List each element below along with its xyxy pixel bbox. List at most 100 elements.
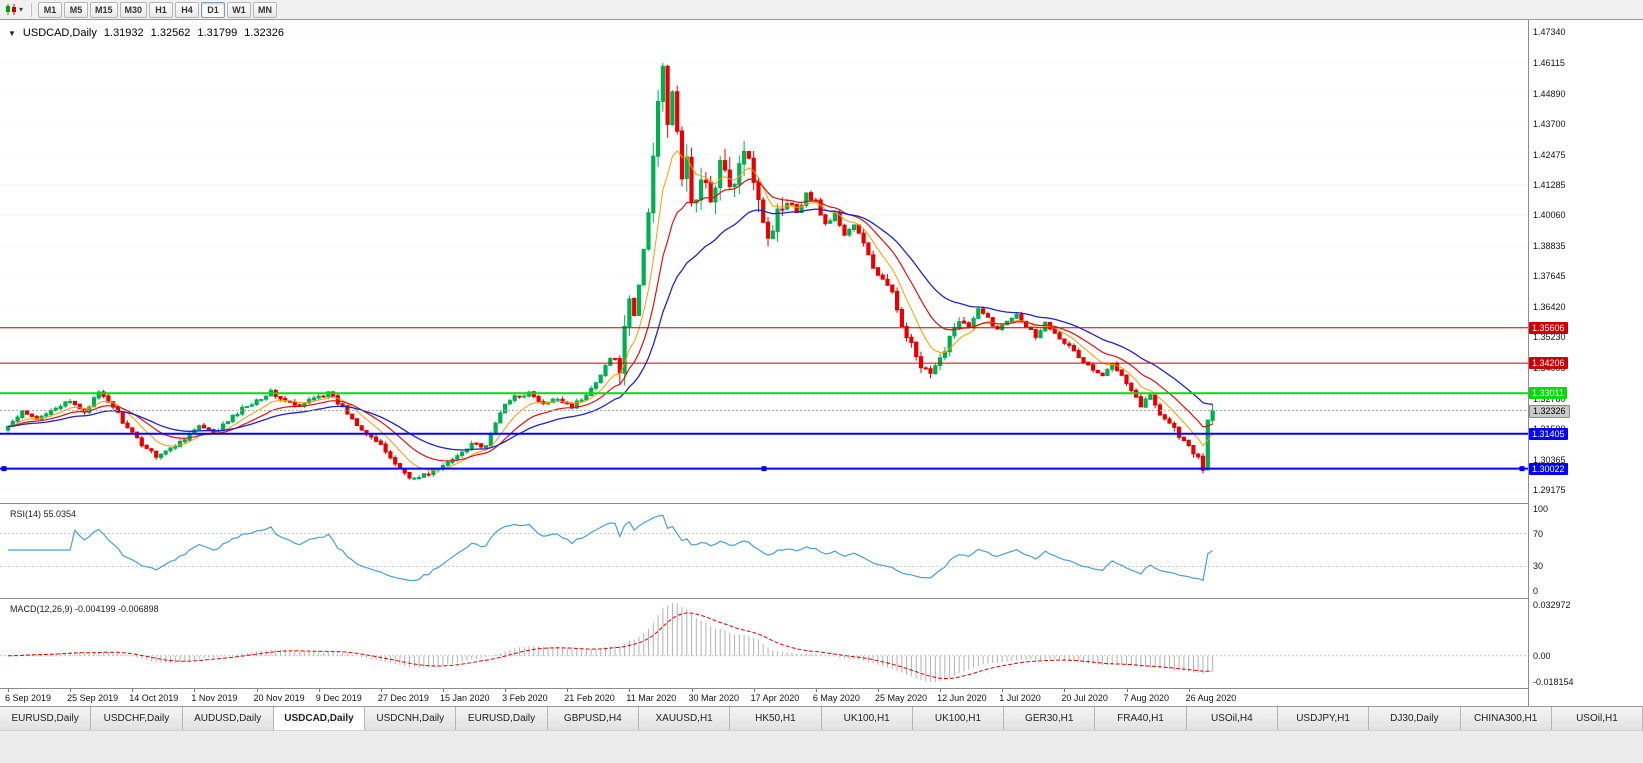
date-axis-label: 17 Apr 2020 (750, 693, 800, 703)
chart-tab-dj30-daily-15[interactable]: DJ30,Daily (1369, 707, 1461, 730)
macd-indicator-canvas[interactable] (0, 599, 1528, 688)
date-tick (1126, 689, 1128, 692)
price-chart-canvas[interactable] (0, 20, 1528, 503)
rsi-indicator-canvas[interactable] (0, 504, 1528, 598)
macd-scale-label: -0.018154 (1533, 677, 1574, 687)
timeframe-button-d1[interactable]: D1 (201, 1, 226, 18)
date-axis-label: 20 Nov 2019 (253, 693, 305, 703)
price-scale-label: 1.30365 (1533, 455, 1566, 465)
price-scale-label: 1.46115 (1533, 57, 1565, 68)
moving-average-line-16 (7, 178, 1213, 462)
chart-tab-usdcad-daily-3[interactable]: USDCAD,Daily (273, 707, 366, 730)
hline-price-badge: 1.35606 (1529, 321, 1568, 334)
chart-header: ▼ USDCAD,Daily 1.31932 1.32562 1.31799 1… (8, 27, 284, 39)
chart-tab-uk100-h1-9[interactable]: UK100,H1 (821, 707, 913, 730)
chart-tab-usoil-h1-17[interactable]: USOil,H1 (1551, 707, 1643, 730)
hline-price-badge: 1.30022 (1529, 462, 1568, 475)
chart-tab-china300-h1-16[interactable]: CHINA300,H1 (1460, 707, 1552, 730)
date-tick (132, 689, 134, 692)
hline-price-badge: 1.31405 (1529, 427, 1568, 440)
price-scale-label: 1.40060 (1533, 210, 1566, 221)
date-tick (194, 689, 196, 692)
chart-tab-usdjpy-h1-14[interactable]: USDJPY,H1 (1277, 707, 1370, 730)
chart-tab-gbpusd-h4-6[interactable]: GBPUSD,H4 (547, 707, 639, 730)
price-scale-label: 1.29175 (1533, 485, 1566, 496)
date-tick (1002, 689, 1004, 692)
timeframe-buttons: M1 M5 M15 M30 H1 H4 D1 W1 MN (38, 1, 278, 18)
ohlc-high: 1.32562 (150, 27, 191, 39)
price-scale-label: 1.44890 (1533, 88, 1566, 99)
timeframe-button-m30[interactable]: M30 (119, 1, 148, 18)
date-tick (70, 689, 72, 692)
collapse-icon[interactable]: ▼ (8, 28, 16, 38)
rsi-line (8, 514, 1213, 582)
price-scale-column[interactable]: 1.47340 1.46115 1.44890 1.43700 1.42475 1.412… (1528, 20, 1643, 706)
price-scale-label: 1.43700 (1533, 118, 1566, 129)
timeframe-button-w1[interactable]: W1 (227, 1, 252, 18)
chart-tab-audusd-daily-2[interactable]: AUDUSD,Daily (182, 707, 274, 730)
chart-tab-ger30-h1-11[interactable]: GER30,H1 (1004, 707, 1096, 730)
toolbar: ▾ M1 M5 M15 M30 H1 H4 D1 W1 MN (0, 0, 1643, 20)
timeframe-button-h1[interactable]: H1 (149, 1, 174, 18)
line-handle[interactable] (761, 466, 767, 472)
chart-tab-eurusd-daily-0[interactable]: EURUSD,Daily (0, 707, 92, 730)
moving-average-line-8 (7, 150, 1214, 471)
date-axis-label: 3 Feb 2020 (502, 693, 548, 703)
timeframe-button-h4[interactable]: H4 (175, 1, 200, 18)
line-handle[interactable] (1519, 466, 1525, 472)
macd-signal-line (7, 612, 1213, 680)
chart-tab-uk100-h1-10[interactable]: UK100,H1 (912, 707, 1005, 730)
date-tick (815, 689, 817, 692)
candlestick-chart-icon (6, 4, 16, 15)
rsi-indicator-label: RSI(14) 55.0354 (10, 509, 77, 519)
date-tick (877, 689, 879, 692)
panel-divider[interactable] (0, 598, 1643, 599)
date-axis-label: 20 Jul 2020 (1061, 693, 1108, 703)
date-axis-label: 25 Sep 2019 (67, 693, 119, 703)
date-axis-label: 25 May 2020 (874, 693, 927, 703)
chart-tab-usdcnh-daily-4[interactable]: USDCNH,Daily (365, 707, 457, 730)
date-tick (940, 689, 942, 692)
chart-tab-eurusd-daily-5[interactable]: EURUSD,Daily (456, 707, 548, 730)
chart-tab-usdchf-daily-1[interactable]: USDCHF,Daily (91, 707, 183, 730)
date-axis-label: 15 Jan 2020 (439, 693, 490, 703)
chart-tab-fra40-h1-12[interactable]: FRA40,H1 (1095, 707, 1187, 730)
macd-scale-label: 0.032972 (1533, 600, 1571, 610)
date-axis-label: 27 Dec 2019 (377, 693, 429, 703)
chart-type-selector[interactable]: ▾ (4, 3, 23, 16)
chart-tab-usoil-h4-13[interactable]: USOil,H4 (1186, 707, 1278, 730)
chart-window: ▼ USDCAD,Daily 1.31932 1.32562 1.31799 1… (0, 20, 1643, 706)
price-scale-label: 1.38835 (1533, 241, 1566, 252)
date-tick (380, 689, 382, 692)
price-scale-label: 1.32780 (1533, 394, 1566, 405)
price-scale-label: 1.36420 (1533, 302, 1566, 313)
panel-divider[interactable] (0, 503, 1643, 504)
candles-down (25, 64, 1206, 480)
price-scale-label: 1.42475 (1533, 149, 1566, 160)
date-axis-label: 30 Mar 2020 (688, 693, 740, 703)
timeframe-button-mn[interactable]: MN (253, 1, 278, 18)
rsi-scale-label: 0 (1533, 586, 1539, 596)
date-tick (567, 689, 569, 692)
dropdown-caret-icon: ▾ (19, 4, 24, 14)
chart-tab-xauusd-h1-7[interactable]: XAUUSD,H1 (638, 707, 731, 730)
date-axis-label: 12 Jun 2020 (937, 693, 987, 703)
timeframe-button-m1[interactable]: M1 (38, 1, 63, 18)
timeframe-button-m15[interactable]: M15 (90, 1, 118, 18)
rsi-scale-label: 100 (1533, 504, 1549, 514)
candles-up (5, 62, 1215, 481)
line-handle[interactable] (1, 466, 7, 472)
panel-divider (0, 688, 1643, 689)
macd-indicator-label: MACD(12,26,9) -0.004199 -0.006898 (10, 604, 159, 614)
timeframe-button-m5[interactable]: M5 (64, 1, 89, 18)
price-scale-label: 1.41285 (1533, 179, 1566, 190)
date-axis-label: 6 Sep 2019 (5, 693, 52, 703)
window-bottom-area (0, 730, 1643, 763)
chart-tab-hk50-h1-8[interactable]: HK50,H1 (730, 707, 822, 730)
ohlc-open: 1.31932 (103, 27, 144, 39)
date-axis-label: 14 Oct 2019 (129, 693, 179, 703)
date-axis[interactable]: 6 Sep 2019 25 Sep 2019 14 Oct 2019 1 Nov 20… (0, 689, 1528, 706)
hline-price-badge: 1.33011 (1529, 387, 1567, 400)
date-tick (442, 689, 444, 692)
